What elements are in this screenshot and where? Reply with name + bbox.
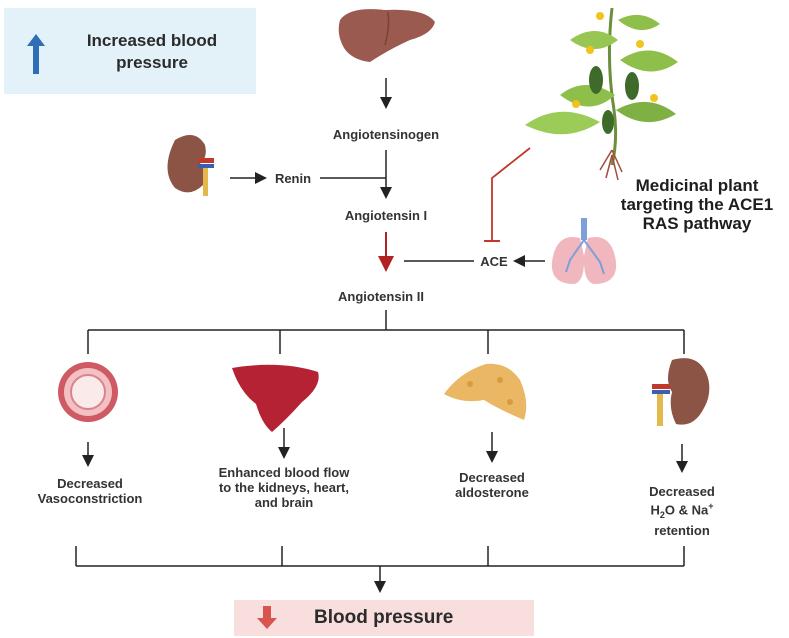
medicinal-plant-icon [525,7,678,181]
angiotensinogen-label: Angiotensinogen [332,127,440,142]
angiotensin1-label: Angiotensin I [344,208,428,223]
kidney-icon [652,358,710,426]
blood-pressure-title: Blood pressure [314,607,454,628]
arrow-up-icon [27,34,45,74]
blood-pressure-box: Blood pressure [234,600,534,636]
adrenal-gland-icon [444,363,527,420]
plant-inhibition-line [491,147,531,240]
increased-bp-box: Increased blood pressure [4,8,256,94]
effect-blood-flow-label: Enhanced blood flow to the kidneys, hear… [218,465,350,510]
liver-icon [232,364,319,432]
arrow-down-icon [257,606,277,629]
ace-label: ACE [480,254,508,269]
angiotensin2-label: Angiotensin II [338,289,424,304]
kidney-icon [167,135,214,196]
blood-vessel-icon [58,362,118,422]
increased-bp-title: Increased blood pressure [86,31,218,72]
effect-retention-label: Decreased H2O & Na+ retention [649,484,715,538]
lungs-icon [551,218,617,284]
effect-vasoconstriction-label: Decreased Vasoconstriction [37,476,143,506]
plant-label: Medicinal plant targeting the ACE1 RAS p… [620,176,774,233]
effect-aldosterone-label: Decreased aldosterone [455,470,529,500]
liver-icon [338,9,435,62]
renin-label: Renin [274,171,312,186]
